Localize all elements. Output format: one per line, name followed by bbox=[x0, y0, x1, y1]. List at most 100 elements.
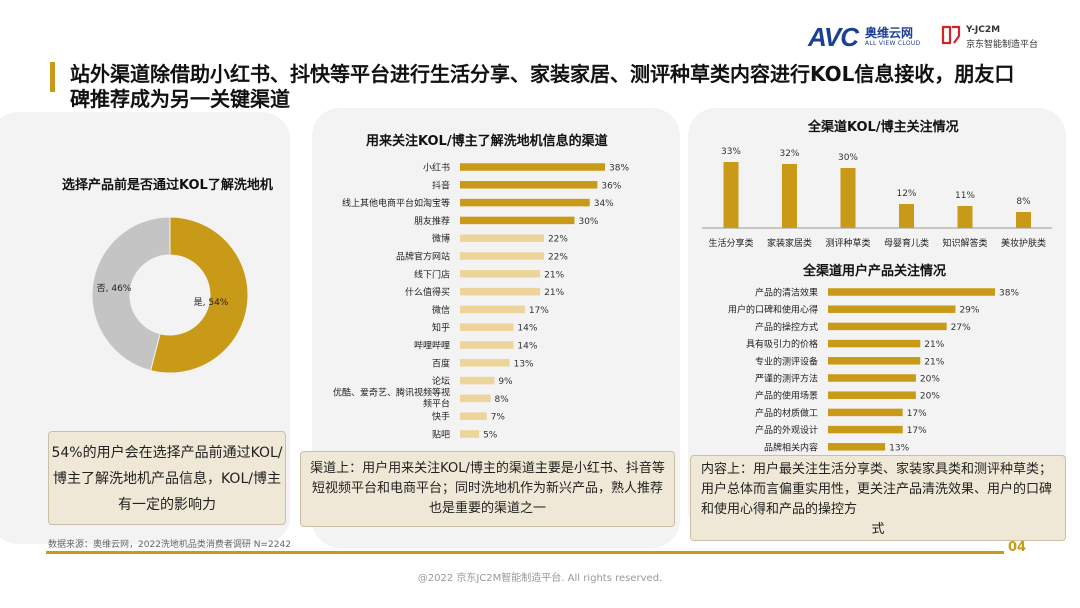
product-bar bbox=[828, 288, 995, 296]
product-bar bbox=[828, 322, 947, 331]
channel-bar bbox=[460, 412, 487, 420]
product-bar bbox=[828, 391, 916, 399]
product-category-label: 产品的使用场景 bbox=[755, 390, 818, 402]
channel-bar bbox=[460, 198, 590, 207]
footer-divider bbox=[46, 551, 1004, 554]
channel-bar bbox=[460, 341, 514, 349]
avc-logo: AVC 奥维云网 ALL VIEW CLOUD bbox=[808, 22, 928, 52]
channel-bar bbox=[460, 216, 575, 225]
product-value-label: 21% bbox=[924, 357, 944, 367]
product-value-label: 20% bbox=[920, 375, 940, 385]
kol-value-label: 8% bbox=[1016, 197, 1031, 207]
product-bar bbox=[828, 305, 956, 313]
kol-value-label: 33% bbox=[721, 147, 741, 157]
channel-bar bbox=[460, 181, 598, 189]
channel-category-label: 线下门店 bbox=[414, 268, 450, 280]
product-value-label: 38% bbox=[999, 289, 1019, 299]
note-channels: 渠道上：用户用来关注KOL/博主的渠道主要是小红书、抖音等短视频平台和电商平台；… bbox=[300, 451, 675, 527]
channel-category-label: 线上其他电商平台如淘宝等 bbox=[342, 197, 450, 209]
product-value-label: 17% bbox=[907, 426, 927, 436]
product-value-label: 17% bbox=[907, 409, 927, 419]
donut-slice-no bbox=[91, 216, 171, 372]
kol-bar-chart: 33% 生活分享类 32% 家装家居类 30% 测评种草类 12% 母婴育儿类 11% 知识解答类… bbox=[702, 147, 1052, 249]
channel-value-label: 14% bbox=[517, 324, 537, 334]
kol-value-label: 32% bbox=[779, 149, 799, 159]
channel-value-label: 14% bbox=[517, 342, 537, 352]
channel-category-label: 小红书 bbox=[423, 162, 450, 174]
product-category-label: 产品的操控方式 bbox=[755, 321, 818, 333]
channel-bar bbox=[460, 430, 480, 438]
kol-chart-title: 全渠道KOL/博主关注情况 bbox=[808, 120, 959, 135]
product-value-label: 13% bbox=[889, 443, 909, 453]
product-bar bbox=[828, 443, 886, 451]
product-category-label: 产品的材质做工 bbox=[755, 407, 818, 419]
kol-bar bbox=[1016, 212, 1031, 228]
channel-bar bbox=[460, 287, 541, 296]
donut-label-yes: 是, 54% bbox=[194, 297, 229, 308]
product-bar bbox=[828, 374, 916, 382]
channel-category-label: 品牌官方网站 bbox=[396, 251, 450, 263]
channel-value-label: 30% bbox=[578, 217, 598, 227]
product-value-label: 27% bbox=[951, 323, 971, 333]
channel-value-label: 8% bbox=[495, 395, 510, 405]
product-category-label: 产品的清洁效果 bbox=[755, 287, 818, 299]
channel-category-label: 贴吧 bbox=[432, 429, 450, 441]
channel-value-label: 17% bbox=[529, 306, 549, 316]
product-category-label: 具有吸引力的价格 bbox=[746, 338, 818, 350]
channel-category-label: 微信 bbox=[432, 304, 450, 316]
page-number: 04 bbox=[1008, 540, 1027, 555]
kol-bar bbox=[840, 168, 856, 228]
product-chart-title: 全渠道用户产品关注情况 bbox=[803, 264, 947, 279]
channel-bar bbox=[460, 163, 605, 171]
product-category-label: 用户的口碑和使用心得 bbox=[728, 304, 818, 316]
kol-value-label: 11% bbox=[955, 191, 975, 201]
product-category-label: 产品的外观设计 bbox=[755, 424, 818, 436]
channel-value-label: 38% bbox=[609, 164, 629, 174]
channel-chart-title: 用来关注KOL/博主了解洗地机信息的渠道 bbox=[366, 134, 608, 149]
note-content: 内容上：用户最关注生活分享类、家装家具类和测评种草类；用户总体而言偏重实用性，更… bbox=[690, 455, 1066, 541]
product-category-label: 严谨的测评方法 bbox=[755, 373, 818, 385]
avc-logo-mark: AVC bbox=[808, 22, 859, 52]
jd-logo-name: 京东智能制造平台 bbox=[966, 40, 1039, 50]
kol-category-label: 知识解答类 bbox=[942, 237, 987, 249]
jd-logo: Y-JC2M 京东智能制造平台 bbox=[940, 22, 1060, 52]
page-title: 站外渠道除借助小红书、抖快等平台进行生活分享、家装家居、测评种草类内容进行KOL… bbox=[70, 62, 1015, 111]
kol-category-label: 母婴育儿类 bbox=[884, 237, 929, 249]
channel-value-label: 36% bbox=[601, 181, 621, 191]
channel-value-label: 21% bbox=[544, 270, 564, 280]
channel-bar-chart: 小红书 38% 抖音 36% 线上其他电商平台如淘宝等 34% 朋友推荐 30% 微博 22% 品牌… bbox=[333, 162, 629, 441]
channel-category-label: 百度 bbox=[432, 357, 450, 369]
channel-category-label: 微博 bbox=[432, 233, 450, 245]
channel-value-label: 13% bbox=[514, 359, 534, 369]
title-accent-bar bbox=[50, 62, 55, 92]
channel-bar bbox=[460, 394, 491, 403]
donut-chart: 是, 54% 否, 46% bbox=[91, 216, 249, 374]
note-content-tail: 式 bbox=[871, 522, 885, 537]
channel-value-label: 34% bbox=[594, 199, 614, 209]
channel-bar bbox=[460, 359, 510, 367]
donut-slice-yes bbox=[149, 216, 249, 374]
channel-bar bbox=[460, 270, 541, 278]
data-source: 数据来源：奥维云网，2022洗地机品类消费者调研 N=2242 bbox=[48, 540, 291, 550]
channel-value-label: 21% bbox=[544, 288, 564, 298]
channel-bar bbox=[460, 234, 544, 242]
channel-value-label: 5% bbox=[483, 431, 498, 441]
product-bar bbox=[828, 408, 903, 417]
kol-category-label: 美妆护肤类 bbox=[1001, 237, 1046, 249]
channel-bar bbox=[460, 252, 544, 260]
kol-bar bbox=[899, 204, 914, 228]
product-bar bbox=[828, 339, 921, 348]
product-value-label: 21% bbox=[924, 340, 944, 350]
jd-logo-code: Y-JC2M bbox=[966, 25, 1001, 35]
copyright: @2022 京东JC2M智能制造平台. All rights reserved. bbox=[417, 573, 663, 584]
channel-value-label: 22% bbox=[548, 235, 568, 245]
donut-chart-title: 选择产品前是否通过KOL了解洗地机 bbox=[62, 178, 273, 193]
channel-category-label: 哔哩哔哩 bbox=[414, 341, 450, 352]
product-category-label: 专业的测评设备 bbox=[755, 355, 818, 367]
channel-category-label: 知乎 bbox=[432, 322, 450, 334]
channel-category-label: 什么值得买 bbox=[405, 286, 450, 298]
kol-value-label: 30% bbox=[838, 153, 858, 163]
channel-bar bbox=[460, 376, 495, 385]
kol-bar bbox=[782, 164, 797, 228]
channel-category-label: 抖音 bbox=[432, 179, 450, 191]
